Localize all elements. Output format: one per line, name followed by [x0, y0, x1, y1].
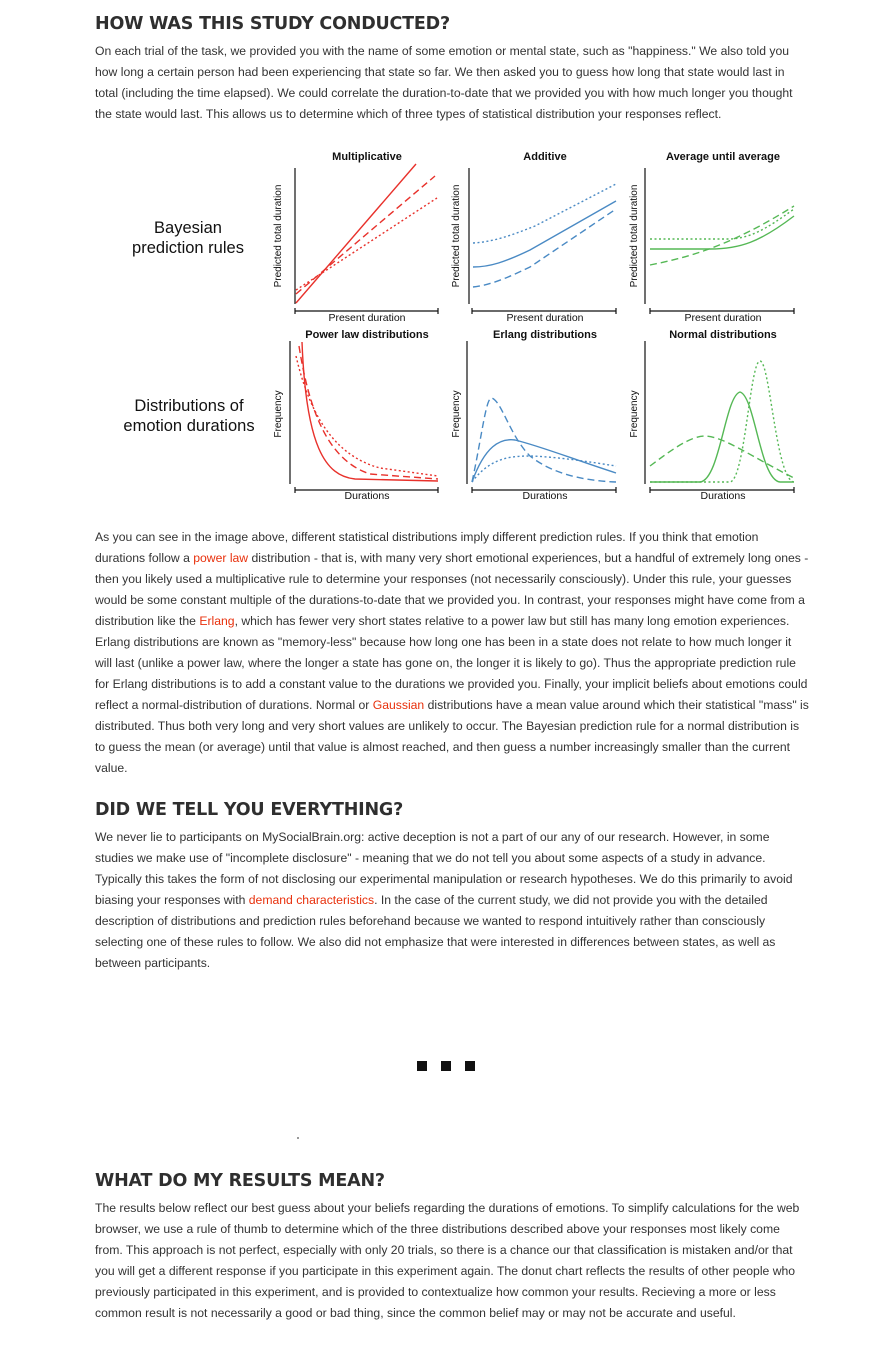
explanation-text-3: , which has fewer very short states rela… — [95, 614, 808, 712]
row-label-distributions-1: Distributions of — [134, 397, 244, 415]
study-description: On each trial of the task, we provided y… — [95, 44, 793, 121]
panel-title-average: Average until average — [666, 151, 780, 163]
disclosure-heading: DID WE TELL YOU EVERYTHING? — [95, 800, 404, 820]
study-section: HOW WAS THIS STUDY CONDUCTED? On each tr… — [95, 13, 810, 125]
erlang-dashed-line — [471, 397, 617, 483]
panel-title-additive: Additive — [523, 151, 566, 163]
normal-curves — [649, 360, 795, 483]
average-dashed-line — [649, 205, 795, 266]
disclosure-text-1: We never lie to participants on MySocial… — [95, 830, 793, 907]
erlang-dotted-line — [471, 455, 617, 483]
results-section: WHAT DO MY RESULTS MEAN? The results bel… — [95, 1170, 810, 1324]
explanation-text-2: distribution - that is, with many very s… — [95, 551, 809, 628]
multiplicative-dotted-line — [295, 197, 438, 291]
additive-solid-line — [472, 200, 617, 268]
gaussian-link[interactable]: Gaussian — [372, 698, 425, 712]
additive-dashed-line — [472, 208, 617, 288]
power-law-dotted-line — [295, 355, 439, 477]
disclosure-text-2: . In the case of the current study, we d… — [95, 893, 776, 970]
top-axes — [289, 168, 795, 493]
loading-dot — [416, 1061, 427, 1071]
disclosure-section: DID WE TELL YOU EVERYTHING? We never lie… — [95, 799, 810, 974]
average-solid-line — [650, 215, 795, 250]
distributions-explanation: As you can see in the image above, diffe… — [95, 527, 810, 779]
erlang-link[interactable]: Erlang — [199, 614, 235, 628]
ylabel-erlang: Frequency — [451, 390, 462, 437]
xlabel-additive: Present duration — [506, 312, 583, 324]
power-law-solid-line — [301, 341, 439, 482]
xlabel-multiplicative: Present duration — [328, 312, 405, 324]
figure-svg: Bayesian prediction rules Distributions … — [123, 151, 795, 502]
average-curves — [649, 205, 795, 266]
ylabel-average: Predicted total duration — [629, 185, 640, 288]
additive-dotted-line — [472, 183, 617, 244]
divider-dot — [297, 1137, 299, 1139]
demand-characteristics-link[interactable]: demand characteristics — [248, 893, 375, 907]
disclosure-paragraph: We never lie to participants on MySocial… — [95, 827, 810, 974]
loading-dot — [464, 1061, 475, 1071]
distributions-figure: Bayesian prediction rules Distributions … — [110, 146, 810, 506]
xlabel-average: Present duration — [684, 312, 761, 324]
xlabel-normal: Durations — [701, 490, 746, 502]
panel-title-erlang: Erlang distributions — [493, 329, 597, 341]
panel-title-normal: Normal distributions — [669, 329, 777, 341]
normal-dotted-line — [650, 360, 795, 483]
xlabel-erlang: Durations — [523, 490, 568, 502]
erlang-curves — [471, 397, 617, 483]
loading-dot — [440, 1061, 451, 1071]
power-law-curves — [295, 341, 439, 482]
normal-dashed-line — [649, 435, 795, 479]
ylabel-additive: Predicted total duration — [451, 185, 462, 288]
ylabel-multiplicative: Predicted total duration — [273, 185, 284, 288]
additive-curves — [472, 183, 617, 288]
average-dotted-line — [650, 208, 795, 240]
explanation-paragraph: As you can see in the image above, diffe… — [95, 527, 810, 779]
ylabel-normal: Frequency — [629, 390, 640, 437]
row-label-distributions-2: emotion durations — [123, 417, 254, 435]
power-law-dashed-line — [298, 345, 439, 480]
study-heading: HOW WAS THIS STUDY CONDUCTED? — [95, 14, 450, 34]
xlabel-power-law: Durations — [345, 490, 390, 502]
multiplicative-dashed-line — [295, 175, 436, 295]
row-label-bayesian-2: prediction rules — [132, 239, 244, 257]
loading-indicator — [0, 1061, 891, 1071]
erlang-solid-line — [471, 439, 617, 483]
multiplicative-solid-line — [295, 163, 417, 304]
explanation-text-4: distributions have a mean value around w… — [95, 698, 809, 775]
results-description: The results below reflect our best guess… — [95, 1201, 800, 1320]
normal-solid-line — [650, 391, 794, 483]
panel-title-power-law: Power law distributions — [305, 329, 428, 341]
multiplicative-curves — [295, 163, 438, 304]
row-label-bayesian-1: Bayesian — [154, 219, 222, 237]
power-law-link[interactable]: power law — [193, 551, 249, 565]
ylabel-power-law: Frequency — [273, 390, 284, 437]
results-heading: WHAT DO MY RESULTS MEAN? — [95, 1171, 385, 1191]
explanation-text-1: As you can see in the image above, diffe… — [95, 530, 759, 565]
panel-title-multiplicative: Multiplicative — [332, 151, 402, 163]
